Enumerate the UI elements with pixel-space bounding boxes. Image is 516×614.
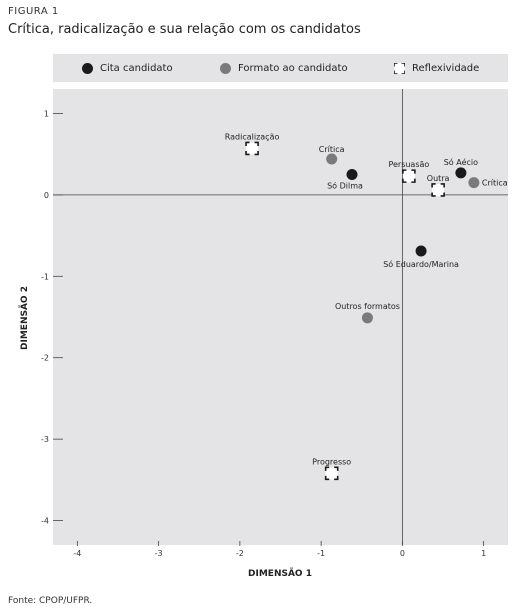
- gray-circle-icon: [220, 62, 231, 74]
- y-axis-label: DIMENSÃO 2: [19, 286, 30, 350]
- data-label: Só Dilma: [327, 181, 363, 191]
- y-tick-label: -3: [41, 435, 49, 444]
- data-point: [324, 466, 339, 481]
- data-label: Radicalização: [225, 132, 280, 141]
- x-tick-label: -4: [73, 549, 81, 558]
- data-label: Outra: [427, 174, 450, 183]
- y-tick-label: 1: [44, 109, 49, 118]
- legend-label: Cita candidato: [100, 62, 173, 74]
- y-tick-label: 0: [44, 191, 49, 200]
- data-point-bracket: [402, 169, 416, 183]
- data-point-bracket: [431, 183, 445, 197]
- x-tick-label: -1: [317, 549, 325, 558]
- data-point: [455, 167, 467, 179]
- y-tick-label: -1: [41, 272, 49, 281]
- y-tick-label: -2: [41, 354, 49, 363]
- data-point-bg: [325, 467, 338, 480]
- x-tick-label: 0: [400, 549, 405, 558]
- data-point: [468, 177, 480, 189]
- data-label: Só Aécio: [444, 157, 478, 167]
- data-label: Só Eduardo/Marina: [383, 259, 459, 269]
- data-label: Crítica: [482, 179, 508, 188]
- x-tick-label: -3: [155, 549, 163, 558]
- legend-label: Formato ao candidato: [238, 62, 348, 74]
- data-point-bracket: [324, 466, 339, 481]
- legend-item-reflexividade: Reflexividade: [393, 54, 480, 82]
- legend-item-formato-ao-candidato: Formato ao candidato: [220, 54, 348, 82]
- data-label: Outros formatos: [335, 302, 400, 311]
- y-tick-label: -4: [41, 517, 49, 526]
- data-point: [346, 169, 358, 180]
- filled-circle-icon: [82, 62, 93, 74]
- data-point-bg: [402, 170, 415, 183]
- data-label: Crítica: [319, 145, 345, 154]
- chart-legend: Cita candidato Formato ao candidato Refl…: [53, 54, 508, 82]
- figure-title: Crítica, radicalização e sua relação com…: [8, 22, 361, 37]
- data-point: [402, 169, 416, 183]
- legend-item-cita-candidato: Cita candidato: [82, 54, 173, 82]
- data-point-bracket: [245, 141, 259, 156]
- data-label: Persuasão: [388, 160, 429, 169]
- legend-label: Reflexividade: [412, 62, 480, 74]
- plot-background: [53, 89, 508, 545]
- x-axis-label: DIMENSÃO 1: [248, 568, 312, 579]
- data-point: [326, 153, 338, 165]
- data-point: [415, 245, 427, 257]
- x-tick-label: -2: [236, 549, 244, 558]
- data-point: [245, 141, 259, 156]
- source-note: Fonte: CPOP/UFPR.: [8, 596, 93, 606]
- data-point-bg: [246, 142, 259, 155]
- data-point: [431, 183, 445, 197]
- figure-label: FIGURA 1: [8, 6, 59, 17]
- x-tick-label: 1: [481, 549, 486, 558]
- data-point-bg: [432, 183, 445, 196]
- data-label: Progresso: [312, 457, 351, 466]
- data-point: [361, 312, 373, 324]
